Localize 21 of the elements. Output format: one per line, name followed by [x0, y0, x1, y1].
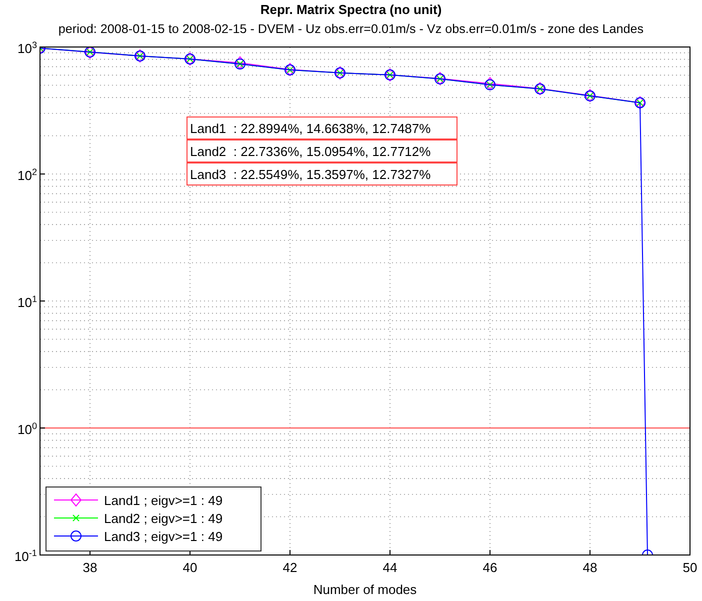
- y-tick-label: 10$^{3}$: [17, 40, 37, 56]
- chart-title: Repr. Matrix Spectra (no unit): [260, 2, 442, 17]
- legend-label: Land2 ; eigv>=1 : 49: [104, 511, 223, 526]
- y-tick-label: 10$^{1}$: [17, 294, 37, 310]
- x-tick-label: 38: [82, 560, 98, 575]
- annotation: Land1 : 22.8994%, 14.6638%, 12.7487%: [190, 121, 432, 136]
- y-tick-label: 10$^{-1}$: [14, 548, 37, 564]
- annotation: Land2 : 22.7336%, 15.0954%, 12.7712%: [190, 144, 432, 159]
- annotation: Land3 : 22.5549%, 15.3597%, 12.7327%: [190, 167, 432, 182]
- legend-label: Land3 ; eigv>=1 : 49: [104, 529, 223, 544]
- x-tick-label: 44: [382, 560, 398, 575]
- y-tick-label: 10$^{0}$: [17, 421, 37, 437]
- chart-subtitle: period: 2008-01-15 to 2008-02-15 - DVEM - Uz obs.err=0.01m/s - Vz obs.err=0.01m/s - zone des Landes: [58, 22, 644, 36]
- x-axis-title: Number of modes: [313, 582, 418, 597]
- legend-label: Land1 ; eigv>=1 : 49: [104, 493, 223, 508]
- x-tick-label: 46: [482, 560, 498, 575]
- x-tick-label: 40: [182, 560, 198, 575]
- y-tick-label: 10$^{2}$: [17, 167, 37, 183]
- x-tick-label: 50: [682, 560, 698, 575]
- x-tick-label: 48: [582, 560, 598, 575]
- x-tick-label: 42: [282, 560, 298, 575]
